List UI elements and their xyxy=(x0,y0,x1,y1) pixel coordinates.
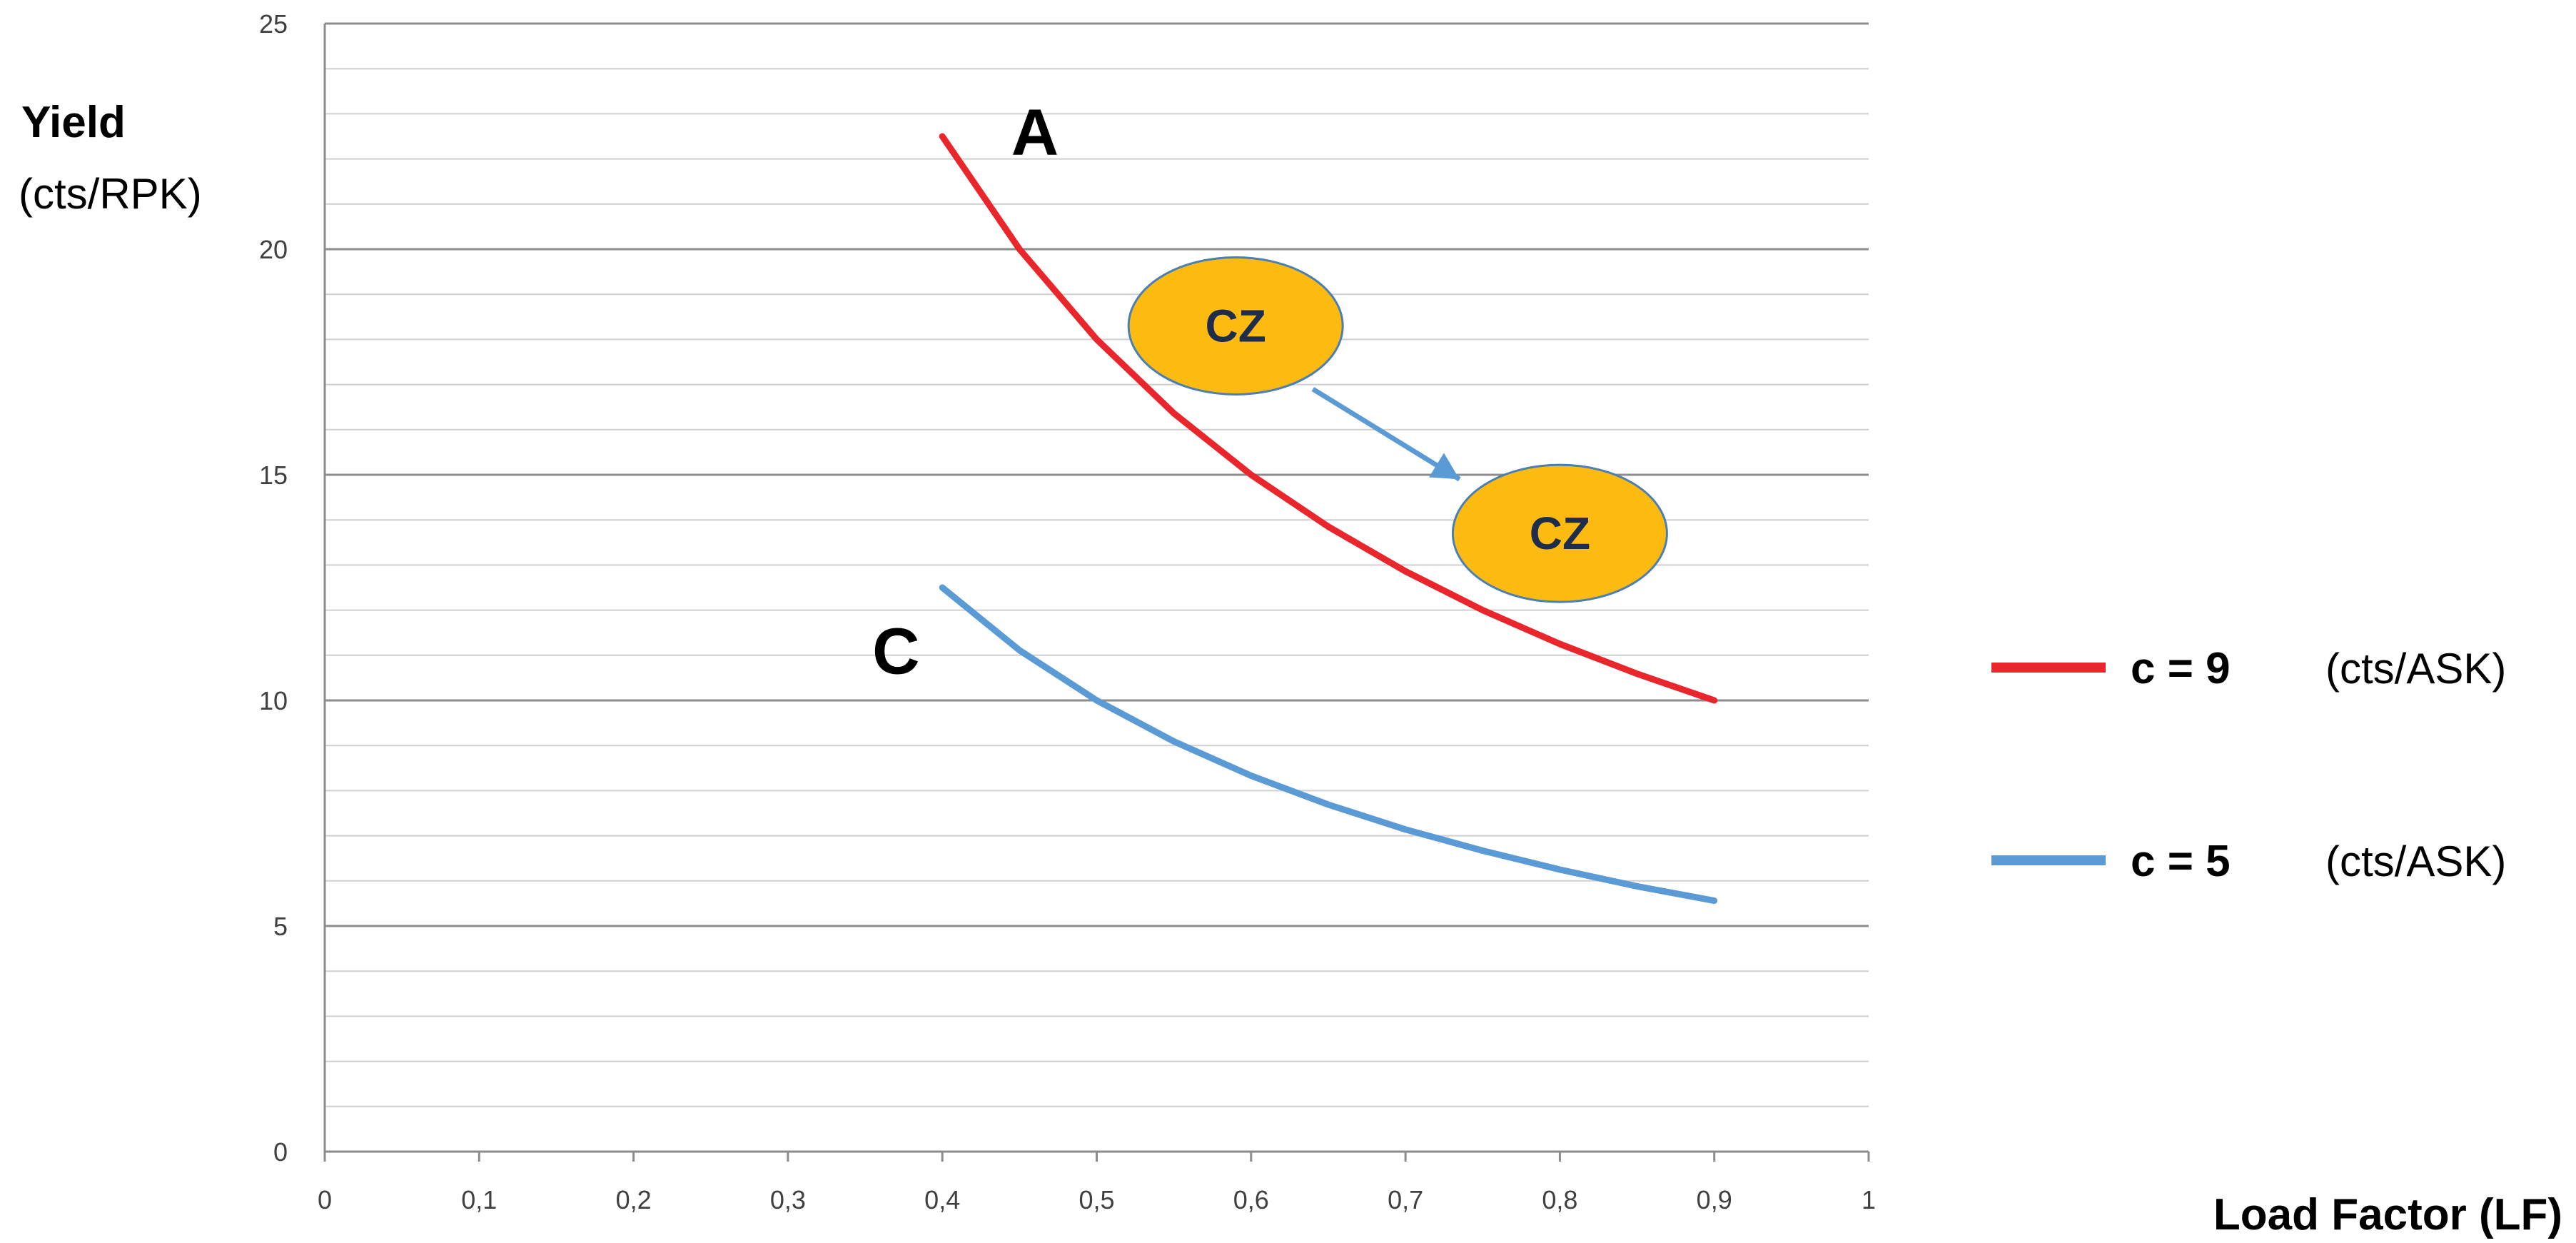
y-tick-label: 5 xyxy=(273,912,288,941)
legend-series-name: c = 5 xyxy=(2131,837,2231,886)
x-tick-label: 1 xyxy=(1862,1185,1876,1214)
legend-series-unit: (cts/ASK) xyxy=(2325,645,2506,693)
x-tick-label: 0,5 xyxy=(1079,1185,1114,1214)
legend: c = 9 (cts/ASK) c = 5 (cts/ASK) xyxy=(1991,644,2506,886)
y-axis-unit: (cts/RPK) xyxy=(19,170,202,218)
curve-label-a: A xyxy=(1011,96,1059,169)
cz-zone-ellipse xyxy=(1127,256,1344,396)
series-line-c9 xyxy=(939,133,1718,704)
x-tick-label: 0,8 xyxy=(1542,1185,1577,1214)
x-tick-labels: 0 0,1 0,2 0,3 0,4 0,5 0,6 0,7 0,8 0,9 1 xyxy=(318,1185,1876,1214)
series-lines xyxy=(939,133,1718,905)
cz-zones: CZ CZ xyxy=(1127,256,1668,603)
x-tick-label: 0,1 xyxy=(461,1185,497,1214)
x-tick-label: 0,9 xyxy=(1697,1185,1732,1214)
x-tick-label: 0,6 xyxy=(1233,1185,1269,1214)
x-tick-label: 0,4 xyxy=(924,1185,960,1214)
x-tick-label: 0,7 xyxy=(1388,1185,1423,1214)
legend-series-name: c = 9 xyxy=(2131,644,2231,693)
series-line-c5 xyxy=(939,584,1718,905)
cz-zone-label: CZ xyxy=(1530,508,1590,559)
y-tick-label: 10 xyxy=(259,686,288,715)
y-tick-label: 0 xyxy=(273,1137,288,1167)
x-tick-label: 0,3 xyxy=(770,1185,806,1214)
y-axis-title: Yield xyxy=(21,98,126,147)
curve-annotations: AC xyxy=(872,96,1059,688)
x-tick-label: 0 xyxy=(318,1185,332,1214)
y-tick-label: 15 xyxy=(259,461,288,490)
y-tick-label: 20 xyxy=(259,235,288,264)
curve-label-c: C xyxy=(872,615,919,688)
legend-series-unit: (cts/ASK) xyxy=(2325,837,2506,885)
x-axis-title: Load Factor (LF) xyxy=(2213,1190,2562,1239)
cz-zone-label: CZ xyxy=(1206,300,1266,351)
y-tick-label: 25 xyxy=(259,9,288,39)
cz-shift-arrow-head xyxy=(1428,453,1460,480)
cz-zone-ellipse xyxy=(1451,463,1668,603)
x-tick-label: 0,2 xyxy=(616,1185,652,1214)
cz-shift-arrow-line xyxy=(1311,386,1461,482)
axes xyxy=(323,24,1870,1162)
y-tick-labels: 0 5 10 15 20 25 xyxy=(259,9,288,1167)
